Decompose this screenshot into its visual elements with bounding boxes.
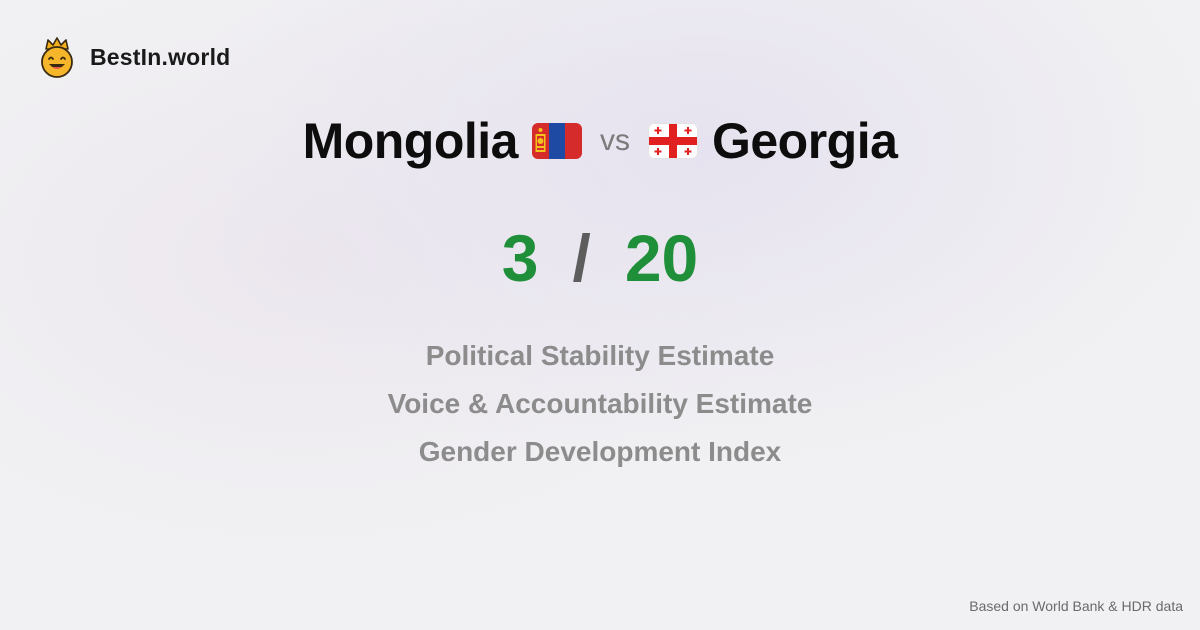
right-score: 20 [624,221,699,295]
score-separator: / [572,221,591,295]
vs-label: vs [599,124,630,157]
score-comparison: 3 / 20 [0,220,1200,296]
left-score: 3 [501,221,539,295]
comparison-title: Mongolia vs [0,110,1200,172]
brand-name: BestIn.world [90,43,231,70]
metric-item: Gender Development Index [418,436,782,467]
metric-item: Voice & Accountability Estimate [387,388,813,419]
metrics-list: Political Stability Estimate Voice & Acc… [0,338,1200,469]
left-country-name: Mongolia [302,113,519,169]
metric-item: Political Stability Estimate [425,340,775,371]
crown-smiley-icon [41,37,73,78]
right-country-name: Georgia [711,113,898,169]
brand-logo[interactable]: BestIn.world [38,36,230,78]
data-source-note: Based on World Bank & HDR data [969,598,1183,614]
georgia-flag-icon [647,123,698,159]
mongolia-flag-icon [531,123,582,159]
